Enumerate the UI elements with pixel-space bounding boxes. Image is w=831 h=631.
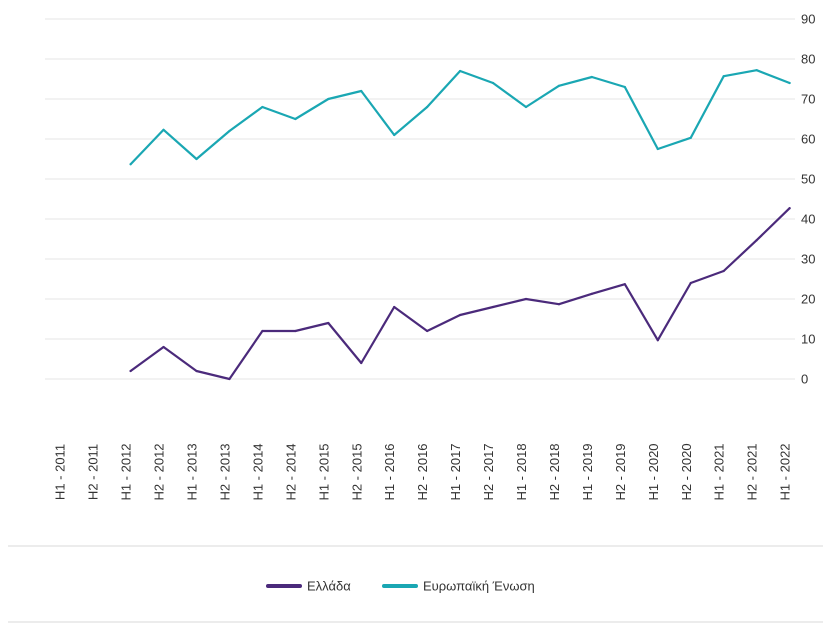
data-point bbox=[327, 97, 330, 101]
data-point bbox=[294, 329, 297, 333]
data-point bbox=[788, 81, 791, 85]
data-point bbox=[459, 69, 462, 73]
x-tick-label: H2 - 2011 bbox=[86, 444, 101, 500]
x-tick-label: H1 - 2019 bbox=[580, 443, 595, 500]
x-tick-label: H2 - 2012 bbox=[152, 443, 167, 500]
y-tick-label: 80 bbox=[801, 52, 815, 67]
y-tick-label: 50 bbox=[801, 172, 815, 187]
x-tick-label: H2 - 2016 bbox=[415, 443, 430, 500]
data-point bbox=[426, 329, 429, 333]
data-point bbox=[491, 81, 495, 85]
series-line bbox=[129, 69, 791, 166]
data-point bbox=[557, 84, 561, 87]
data-point bbox=[656, 147, 659, 151]
x-tick-label: H1 - 2012 bbox=[119, 443, 134, 500]
data-point bbox=[590, 292, 594, 295]
y-tick-label: 10 bbox=[801, 332, 815, 347]
x-tick-label: H1 - 2020 bbox=[646, 443, 661, 500]
data-point bbox=[722, 75, 725, 78]
data-point bbox=[162, 128, 165, 131]
data-point bbox=[623, 283, 626, 286]
data-point bbox=[755, 239, 758, 242]
x-tick-label: H1 - 2016 bbox=[382, 443, 397, 500]
x-tick-label: H1 - 2014 bbox=[250, 443, 265, 500]
x-tick-label: H1 - 2013 bbox=[185, 443, 200, 500]
x-tick-label: H1 - 2018 bbox=[514, 443, 529, 500]
data-point bbox=[524, 297, 528, 301]
x-axis-ticks: H1 - 2011 H2 - 2011 H1 - 2012 H2 - 2012 H1 -… bbox=[53, 443, 793, 500]
data-point bbox=[393, 133, 396, 137]
data-point bbox=[294, 117, 297, 121]
series-line bbox=[129, 207, 791, 381]
data-point bbox=[129, 163, 132, 166]
data-point bbox=[590, 75, 594, 79]
x-tick-label: H2 - 2019 bbox=[613, 443, 628, 500]
data-point bbox=[524, 105, 528, 109]
legend: Ελλάδα Ευρωπαϊκή Ένωση bbox=[266, 579, 535, 594]
data-point bbox=[327, 321, 330, 325]
x-tick-label: H2 - 2014 bbox=[283, 443, 298, 500]
data-point bbox=[360, 89, 363, 93]
data-point bbox=[195, 157, 198, 161]
data-point bbox=[228, 129, 231, 133]
data-point bbox=[491, 305, 495, 309]
series-eu bbox=[129, 69, 791, 166]
data-point bbox=[656, 339, 659, 342]
data-point bbox=[261, 105, 264, 109]
x-tick-label: H1 - 2015 bbox=[316, 443, 331, 500]
x-tick-label: H2 - 2017 bbox=[481, 443, 496, 500]
data-point bbox=[195, 369, 198, 373]
legend-item: Ελλάδα bbox=[266, 579, 351, 594]
x-tick-label: H2 - 2021 bbox=[745, 443, 760, 500]
legend-label: Ελλάδα bbox=[307, 579, 351, 594]
y-tick-label: 20 bbox=[801, 292, 815, 307]
y-tick-label: 0 bbox=[801, 372, 808, 387]
data-point bbox=[689, 281, 692, 285]
y-axis-ticks: 0 10 20 30 40 50 60 70 80 90 bbox=[801, 12, 815, 387]
legend-label: Ευρωπαϊκή Ένωση bbox=[423, 579, 535, 594]
y-tick-label: 60 bbox=[801, 132, 815, 147]
data-point bbox=[426, 105, 429, 109]
x-tick-label: H2 - 2018 bbox=[547, 443, 562, 500]
data-point bbox=[129, 369, 132, 373]
data-point bbox=[557, 303, 561, 306]
y-tick-label: 70 bbox=[801, 92, 815, 107]
x-tick-label: H1 - 2017 bbox=[448, 443, 463, 500]
data-point bbox=[261, 329, 264, 333]
x-tick-label: H1 - 2021 bbox=[712, 443, 727, 500]
x-tick-label: H1 - 2011 bbox=[53, 444, 68, 500]
y-tick-label: 40 bbox=[801, 212, 815, 227]
series-layer bbox=[129, 69, 791, 381]
data-point bbox=[459, 313, 462, 317]
x-tick-label: H2 - 2020 bbox=[679, 443, 694, 500]
data-point bbox=[788, 207, 791, 210]
series-ellada bbox=[129, 207, 791, 381]
y-tick-label: 90 bbox=[801, 12, 815, 27]
x-tick-label: H2 - 2015 bbox=[349, 443, 364, 500]
grid-layer bbox=[45, 18, 795, 380]
data-point bbox=[162, 345, 165, 349]
data-point bbox=[755, 69, 758, 72]
data-point bbox=[689, 136, 692, 139]
data-point bbox=[393, 305, 396, 309]
data-point bbox=[722, 269, 725, 273]
legend-item: Ευρωπαϊκή Ένωση bbox=[382, 579, 535, 594]
data-point bbox=[360, 361, 363, 365]
data-point bbox=[623, 85, 626, 89]
x-tick-label: H1 - 2022 bbox=[778, 443, 793, 500]
data-point bbox=[228, 377, 231, 381]
x-tick-label: H2 - 2013 bbox=[217, 443, 232, 500]
y-tick-label: 30 bbox=[801, 252, 815, 267]
